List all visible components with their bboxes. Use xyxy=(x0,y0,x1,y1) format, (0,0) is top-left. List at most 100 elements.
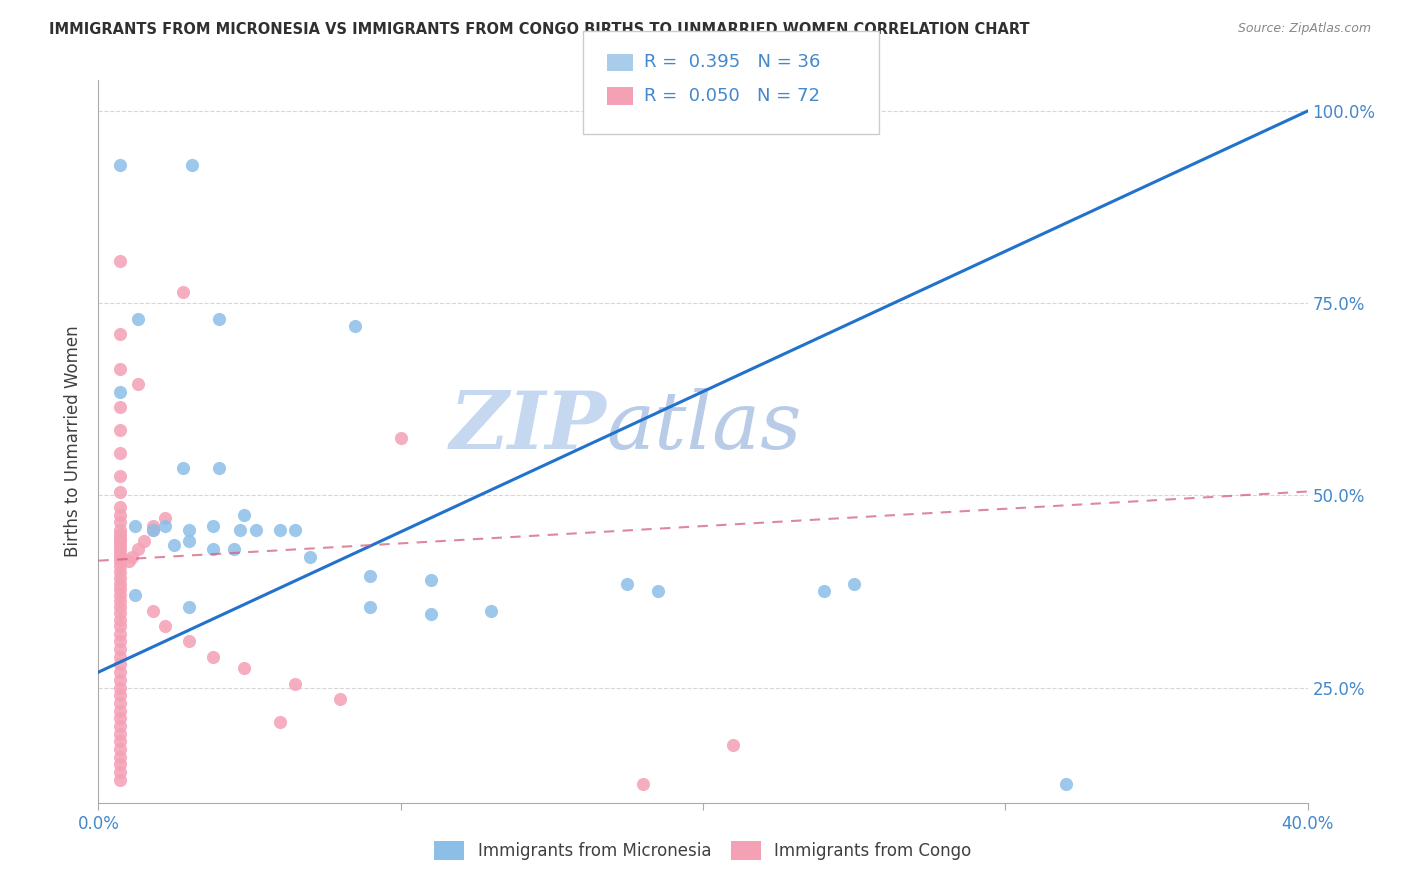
Point xyxy=(202,519,225,533)
Point xyxy=(108,526,131,541)
Point xyxy=(153,519,176,533)
Point xyxy=(108,326,131,341)
Point xyxy=(360,599,382,614)
Point xyxy=(284,523,307,537)
Text: R =  0.395   N = 36: R = 0.395 N = 36 xyxy=(644,54,820,71)
Point xyxy=(269,715,291,730)
Point xyxy=(108,559,131,574)
Point xyxy=(108,446,131,460)
Point xyxy=(108,619,131,633)
Point xyxy=(108,665,131,680)
Point xyxy=(844,576,866,591)
Point xyxy=(127,376,149,391)
Point xyxy=(232,661,254,675)
Point xyxy=(108,549,131,564)
Point xyxy=(108,719,131,733)
Point xyxy=(108,469,131,483)
Point xyxy=(344,319,367,334)
Point xyxy=(108,554,131,568)
Point xyxy=(420,573,443,587)
Point xyxy=(108,772,131,787)
Point xyxy=(481,604,503,618)
Point xyxy=(142,523,165,537)
Point xyxy=(208,311,231,326)
Point xyxy=(163,538,186,552)
Point xyxy=(108,500,131,514)
Point xyxy=(245,523,267,537)
Point xyxy=(360,569,382,583)
Point xyxy=(108,538,131,552)
Point xyxy=(108,546,131,560)
Point xyxy=(299,549,322,564)
Point xyxy=(108,613,131,627)
Point xyxy=(202,542,225,557)
Point xyxy=(108,523,131,537)
Point xyxy=(108,423,131,437)
Point xyxy=(269,523,291,537)
Point xyxy=(813,584,835,599)
Point xyxy=(108,649,131,664)
Point xyxy=(124,519,146,533)
Point xyxy=(108,515,131,529)
Text: ZIP: ZIP xyxy=(450,388,606,466)
Point xyxy=(108,542,131,557)
Point xyxy=(108,565,131,579)
Point xyxy=(108,673,131,687)
Point xyxy=(108,571,131,585)
Text: IMMIGRANTS FROM MICRONESIA VS IMMIGRANTS FROM CONGO BIRTHS TO UNMARRIED WOMEN CO: IMMIGRANTS FROM MICRONESIA VS IMMIGRANTS… xyxy=(49,22,1029,37)
Point xyxy=(127,542,149,557)
Point xyxy=(108,158,131,172)
Point xyxy=(208,461,231,475)
Point xyxy=(108,400,131,414)
Y-axis label: Births to Unmarried Women: Births to Unmarried Women xyxy=(65,326,83,558)
Point xyxy=(389,431,412,445)
Point xyxy=(202,649,225,664)
Point xyxy=(108,599,131,614)
Point xyxy=(108,634,131,648)
Point xyxy=(118,554,141,568)
Point xyxy=(108,657,131,672)
Point xyxy=(108,765,131,780)
Point xyxy=(616,576,638,591)
Point xyxy=(108,711,131,725)
Point xyxy=(108,688,131,702)
Point xyxy=(229,523,252,537)
Point xyxy=(142,604,165,618)
Point xyxy=(420,607,443,622)
Point xyxy=(108,749,131,764)
Point xyxy=(179,523,201,537)
Point xyxy=(132,534,155,549)
Point xyxy=(108,534,131,549)
Point xyxy=(127,311,149,326)
Point xyxy=(108,742,131,756)
Point xyxy=(108,696,131,710)
Point xyxy=(1054,776,1077,790)
Point xyxy=(142,523,165,537)
Point xyxy=(108,594,131,608)
Point xyxy=(108,582,131,596)
Point xyxy=(108,588,131,602)
Point xyxy=(108,531,131,545)
Point xyxy=(723,738,745,752)
Point xyxy=(179,599,201,614)
Point xyxy=(108,757,131,772)
Point xyxy=(108,253,131,268)
Point xyxy=(232,508,254,522)
Point xyxy=(172,285,194,299)
Point xyxy=(108,508,131,522)
Legend: Immigrants from Micronesia, Immigrants from Congo: Immigrants from Micronesia, Immigrants f… xyxy=(427,834,979,867)
Point xyxy=(172,461,194,475)
Point xyxy=(108,642,131,657)
Point xyxy=(108,361,131,376)
Point xyxy=(179,634,201,648)
Point xyxy=(142,519,165,533)
Point xyxy=(108,681,131,695)
Point xyxy=(108,704,131,718)
Point xyxy=(108,626,131,640)
Text: R =  0.050   N = 72: R = 0.050 N = 72 xyxy=(644,87,820,105)
Point xyxy=(179,534,201,549)
Point xyxy=(284,676,307,690)
Point xyxy=(108,484,131,499)
Text: atlas: atlas xyxy=(606,388,801,466)
Point xyxy=(121,549,143,564)
